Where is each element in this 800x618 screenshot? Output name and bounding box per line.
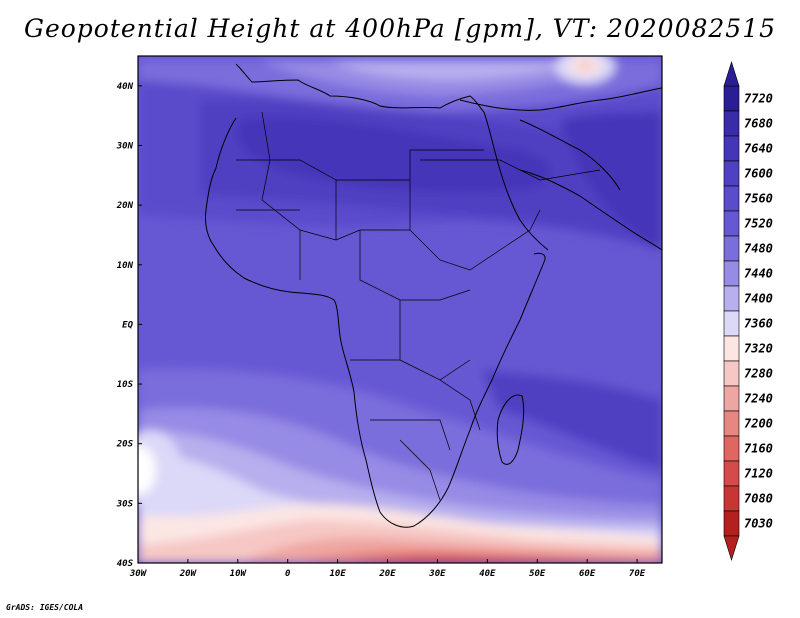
lat-tick-label: EQ — [122, 320, 133, 330]
colorbar-label: 7360 — [744, 317, 773, 331]
colorbar-swatch — [723, 160, 740, 187]
colorbar-swatch — [723, 110, 740, 137]
colorbar-label: 7600 — [744, 167, 773, 181]
lat-tick-label: 30N — [116, 141, 134, 151]
longitude-axis: 30W 20W 10W 0 10E 20E 30E 40E 50E 60E 70E — [129, 559, 646, 579]
colorbar-swatch — [723, 435, 740, 462]
colorbar-label: 7240 — [744, 392, 773, 406]
colorbar-swatch — [723, 335, 740, 362]
lon-tick-label: 30W — [129, 569, 148, 579]
colorbar-label: 7080 — [744, 492, 773, 506]
coastlines — [205, 63, 662, 528]
lat-tick-label: 40S — [117, 559, 134, 569]
lon-tick-label: 20E — [378, 569, 396, 579]
credit-text: GrADS: IGES/COLA — [6, 603, 84, 612]
colorbar-label: 7440 — [744, 267, 773, 281]
map-title: Geopotential Height at 400hPa [gpm], VT:… — [23, 14, 777, 43]
colorbar-swatch — [723, 185, 740, 212]
colorbar: 7720 7680 7640 7600 7560 7520 7480 7440 7400 7360… — [723, 60, 773, 562]
colorbar-min-arrow — [723, 535, 740, 562]
lat-tick-label: 40N — [117, 82, 134, 92]
lon-tick-label: 0 — [285, 569, 291, 579]
colorbar-swatch — [723, 135, 740, 162]
colorbar-swatch — [723, 85, 740, 112]
lat-tick-label: 20N — [116, 201, 134, 211]
colorbar-label: 7280 — [744, 367, 773, 381]
colorbar-swatch — [723, 485, 740, 512]
colorbar-swatch — [723, 210, 740, 237]
colorbar-label: 7120 — [744, 467, 773, 481]
lon-tick-label: 30E — [428, 569, 446, 579]
colorbar-swatch — [723, 310, 740, 337]
lon-tick-label: 60E — [579, 569, 596, 579]
lon-tick-label: 10W — [230, 569, 248, 579]
colorbar-swatch — [723, 260, 740, 287]
colorbar-label: 7160 — [744, 442, 773, 456]
colorbar-label: 7680 — [744, 117, 773, 131]
colorbar-swatch — [723, 510, 740, 537]
colorbar-max-arrow — [723, 60, 740, 87]
colorbar-label: 7520 — [744, 217, 773, 231]
colorbar-label: 7030 — [744, 517, 773, 531]
lat-tick-label: 30S — [116, 499, 134, 509]
colorbar-swatch — [723, 385, 740, 412]
colorbar-label: 7560 — [744, 192, 773, 206]
map-frame — [137, 55, 663, 564]
colorbar-swatch — [723, 360, 740, 387]
colorbar-label: 7200 — [744, 417, 773, 431]
lon-tick-label: 50E — [529, 569, 546, 579]
colorbar-swatch — [723, 410, 740, 437]
colorbar-label: 7480 — [744, 242, 773, 256]
lon-tick-label: 40E — [479, 569, 496, 579]
height-field — [138, 56, 662, 563]
lon-tick-label: 70E — [629, 569, 646, 579]
lat-tick-label: 10S — [117, 380, 134, 390]
lon-tick-label: 10E — [329, 569, 346, 579]
colorbar-swatch — [723, 460, 740, 487]
colorbar-swatch — [723, 285, 740, 312]
lat-tick-label: 20S — [116, 440, 134, 450]
colorbar-label: 7320 — [744, 342, 773, 356]
colorbar-label: 7720 — [744, 92, 773, 106]
country-borders — [236, 111, 601, 501]
latitude-axis: 40S 30S 20S 10S EQ 10N 20N 30N 40N — [116, 82, 142, 569]
colorbar-label: 7640 — [744, 142, 773, 156]
lat-tick-label: 10N — [117, 261, 134, 271]
lon-tick-label: 20W — [179, 569, 198, 579]
colorbar-swatch — [723, 235, 740, 262]
colorbar-label: 7400 — [744, 292, 773, 306]
